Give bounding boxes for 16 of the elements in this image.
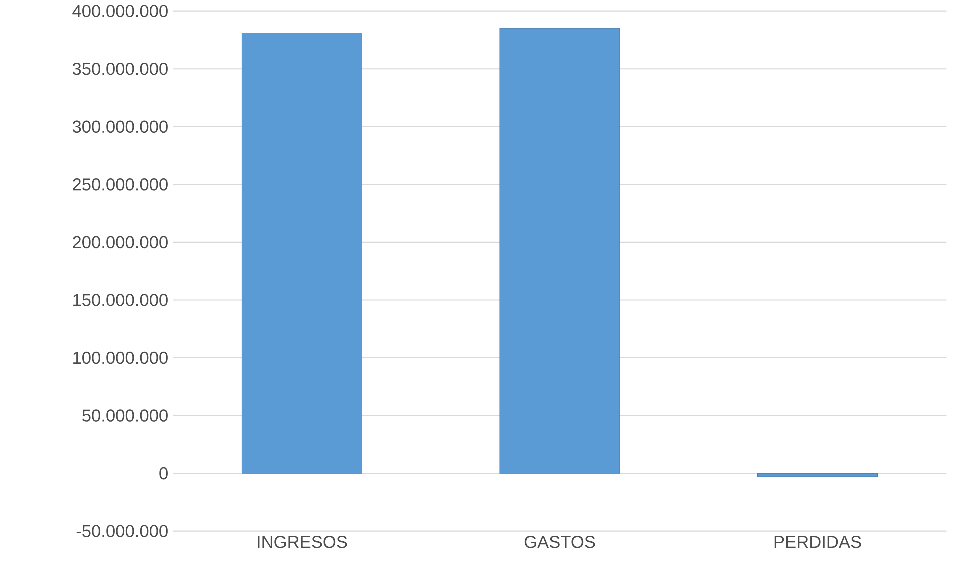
y-tick-label: 350.000.000 <box>72 62 168 76</box>
bar <box>758 473 878 478</box>
x-tick-label: GASTOS <box>524 536 596 548</box>
y-tick-label: 150.000.000 <box>74 294 168 306</box>
y-tick-label: 200.000.000 <box>73 236 168 249</box>
y-tick-label: 0 <box>160 467 168 480</box>
y-tick-label: 50.000.000 <box>82 410 168 422</box>
bar <box>500 28 620 474</box>
x-tick-label: INGRESOS <box>258 536 348 548</box>
bar <box>242 33 362 474</box>
y-tick-label: 100.000.000 <box>74 352 168 364</box>
y-tick-label: 300.000.000 <box>72 120 168 134</box>
x-tick-label: PERDIDAS <box>774 536 862 548</box>
y-tick-label: 250.000.000 <box>73 178 168 191</box>
y-tick-label: 400.000.000 <box>72 5 168 18</box>
y-tick-label: -50.000.000 <box>76 525 168 538</box>
